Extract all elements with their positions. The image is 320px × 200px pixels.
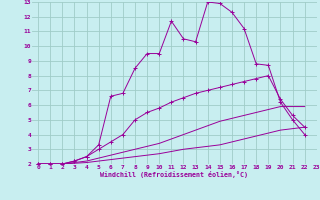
X-axis label: Windchill (Refroidissement éolien,°C): Windchill (Refroidissement éolien,°C) bbox=[100, 171, 248, 178]
